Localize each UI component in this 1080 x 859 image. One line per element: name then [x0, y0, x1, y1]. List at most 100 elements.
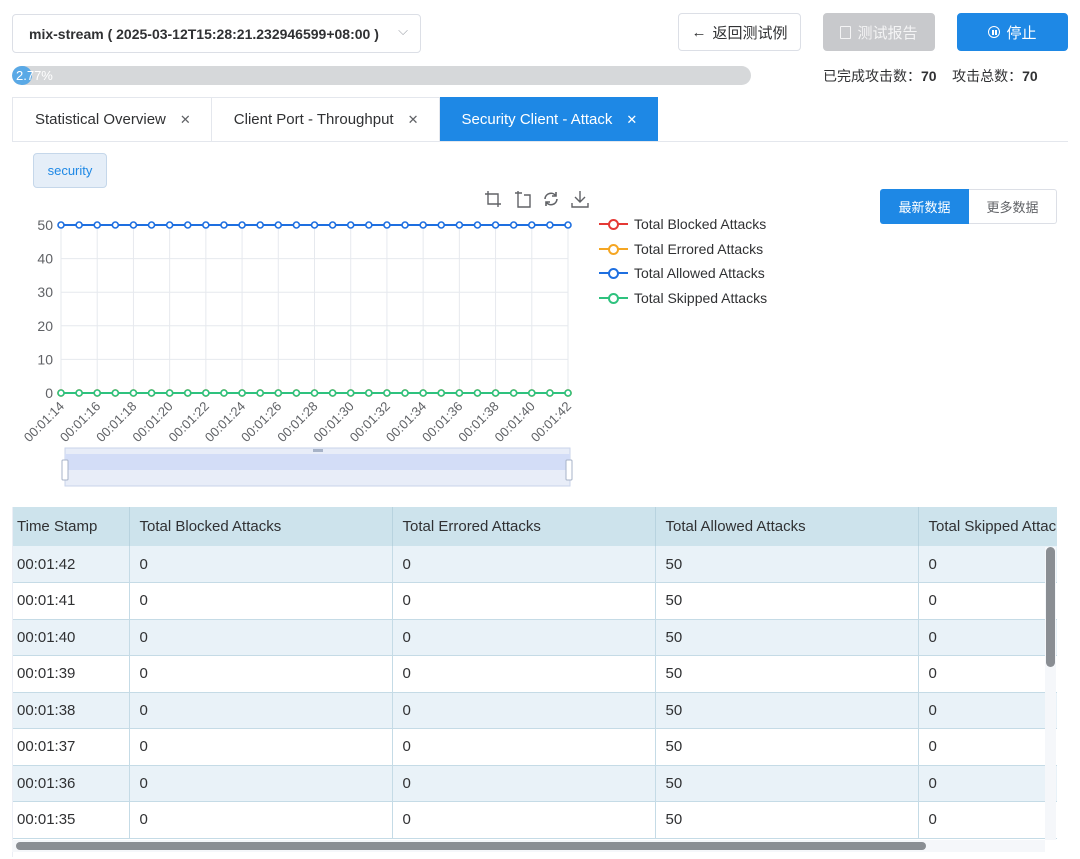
legend-item-skipped[interactable]: Total Skipped Attacks	[599, 286, 767, 311]
series-point	[202, 389, 210, 397]
table-cell: 0	[129, 619, 393, 656]
close-icon[interactable]: ✕	[179, 111, 191, 127]
series-point	[365, 389, 373, 397]
stream-select-value: mix-stream ( 2025-03-12T15:28:21.2329465…	[29, 25, 379, 42]
completed-label: 已完成攻击数：	[823, 68, 921, 84]
table-cell: 0	[918, 801, 1057, 839]
table-cell: 50	[655, 765, 919, 802]
scrollbar-thumb[interactable]	[1046, 547, 1055, 667]
close-icon[interactable]: ✕	[407, 111, 419, 127]
series-point	[527, 221, 536, 229]
series-point	[401, 221, 409, 229]
total-label: 攻击总数：	[952, 68, 1023, 84]
series-point	[328, 221, 337, 229]
series-point	[238, 221, 246, 229]
table-cell: 00:01:42	[13, 546, 130, 583]
legend-marker	[599, 242, 628, 256]
stop-button-label: 停止	[1006, 24, 1037, 42]
series-point	[564, 389, 572, 397]
legend-item-errored[interactable]: Total Errored Attacks	[599, 237, 767, 262]
series-point	[165, 389, 174, 397]
table-cell: 00:01:35	[13, 801, 130, 839]
series-point	[93, 389, 102, 397]
legend-label: Total Skipped Attacks	[634, 289, 768, 306]
series-point	[93, 221, 102, 229]
series-point	[256, 221, 264, 229]
table-row[interactable]: 00:01:37 0 0 50 0	[13, 728, 1057, 766]
tab-statistical-overview[interactable]: Statistical Overview ✕	[12, 97, 212, 141]
series-point	[238, 389, 246, 397]
table-row[interactable]: 00:01:41 0 0 50 0	[13, 582, 1057, 620]
table-row[interactable]: 00:01:38 0 0 50 0	[13, 692, 1057, 729]
series-point	[419, 221, 427, 229]
progress-fill	[12, 66, 33, 85]
table-cell: 0	[392, 765, 656, 802]
series-point	[383, 221, 391, 229]
table-row[interactable]: 00:01:36 0 0 50 0	[13, 765, 1057, 802]
series-point	[202, 221, 210, 229]
tab-label: Statistical Overview	[35, 111, 166, 128]
download-icon[interactable]	[570, 189, 589, 209]
scrollbar-thumb[interactable]	[16, 842, 926, 850]
series-point	[473, 389, 482, 397]
tab-label: Client Port - Throughput	[233, 111, 394, 128]
more-data-button[interactable]: 更多数据	[969, 189, 1057, 224]
zoom-icon[interactable]	[483, 189, 502, 209]
security-chip[interactable]: security	[33, 153, 107, 188]
chart-legend: Total Blocked Attacks Total Errored Atta…	[599, 212, 767, 310]
series-point	[256, 389, 264, 397]
stop-button[interactable]: 停止	[957, 13, 1068, 51]
table-cell: 0	[129, 728, 393, 766]
series-point	[75, 389, 83, 397]
latest-data-button[interactable]: 最新数据	[880, 189, 969, 224]
restore-icon[interactable]	[541, 189, 560, 209]
series-point	[292, 221, 301, 229]
series-point	[546, 389, 554, 397]
table-row[interactable]: 00:01:35 0 0 50 0	[13, 801, 1057, 839]
table-horizontal-scrollbar[interactable]	[12, 840, 1045, 852]
series-point	[383, 389, 391, 397]
series-point	[509, 389, 518, 397]
table-cell: 00:01:38	[13, 692, 130, 729]
stream-select[interactable]: mix-stream ( 2025-03-12T15:28:21.2329465…	[12, 14, 421, 53]
series-point	[455, 389, 464, 397]
table-cell: 0	[918, 546, 1057, 583]
series-point	[328, 389, 337, 397]
table-cell: 0	[129, 582, 393, 620]
table-cell: 00:01:40	[13, 619, 130, 656]
zoom-slider-move-handle	[313, 449, 323, 452]
series-point	[509, 221, 518, 229]
series-point	[310, 389, 319, 397]
zoom-reset-icon[interactable]	[512, 189, 531, 209]
y-tick-label: 20	[37, 318, 53, 334]
table-row[interactable]: 00:01:39 0 0 50 0	[13, 655, 1057, 693]
total-value: 70	[1022, 68, 1038, 84]
zoom-slider-window	[65, 454, 570, 470]
table-cell: 0	[392, 619, 656, 656]
legend-item-blocked[interactable]: Total Blocked Attacks	[599, 212, 767, 237]
series-point	[365, 221, 373, 229]
progress-bar: 2.77%	[12, 66, 751, 85]
legend-marker	[599, 217, 628, 231]
legend-marker	[599, 266, 628, 280]
table-cell: 50	[655, 692, 919, 729]
tab-security-client-attack[interactable]: Security Client - Attack ✕	[439, 97, 659, 141]
tab-client-port-throughput[interactable]: Client Port - Throughput ✕	[211, 97, 440, 141]
legend-label: Total Blocked Attacks	[634, 216, 767, 233]
table-cell: 0	[918, 728, 1057, 766]
series-point	[147, 389, 156, 397]
attack-data-table: Time Stamp Total Blocked Attacks Total E…	[12, 507, 1057, 857]
test-report-button[interactable]: 测试报告	[823, 13, 935, 51]
column-header: Total Blocked Attacks	[129, 507, 393, 546]
legend-item-allowed[interactable]: Total Allowed Attacks	[599, 261, 767, 286]
table-row[interactable]: 00:01:42 0 0 50 0	[13, 546, 1057, 583]
y-tick-label: 10	[37, 351, 53, 367]
series-point	[419, 389, 427, 397]
table-vertical-scrollbar[interactable]	[1045, 547, 1056, 840]
back-to-testcases-button[interactable]: ← 返回测试例	[678, 13, 801, 51]
close-icon[interactable]: ✕	[626, 111, 638, 127]
x-tick-label: 00:01:42	[528, 399, 574, 445]
series-point	[111, 389, 120, 397]
table-row[interactable]: 00:01:40 0 0 50 0	[13, 619, 1057, 656]
series-point	[75, 221, 83, 229]
